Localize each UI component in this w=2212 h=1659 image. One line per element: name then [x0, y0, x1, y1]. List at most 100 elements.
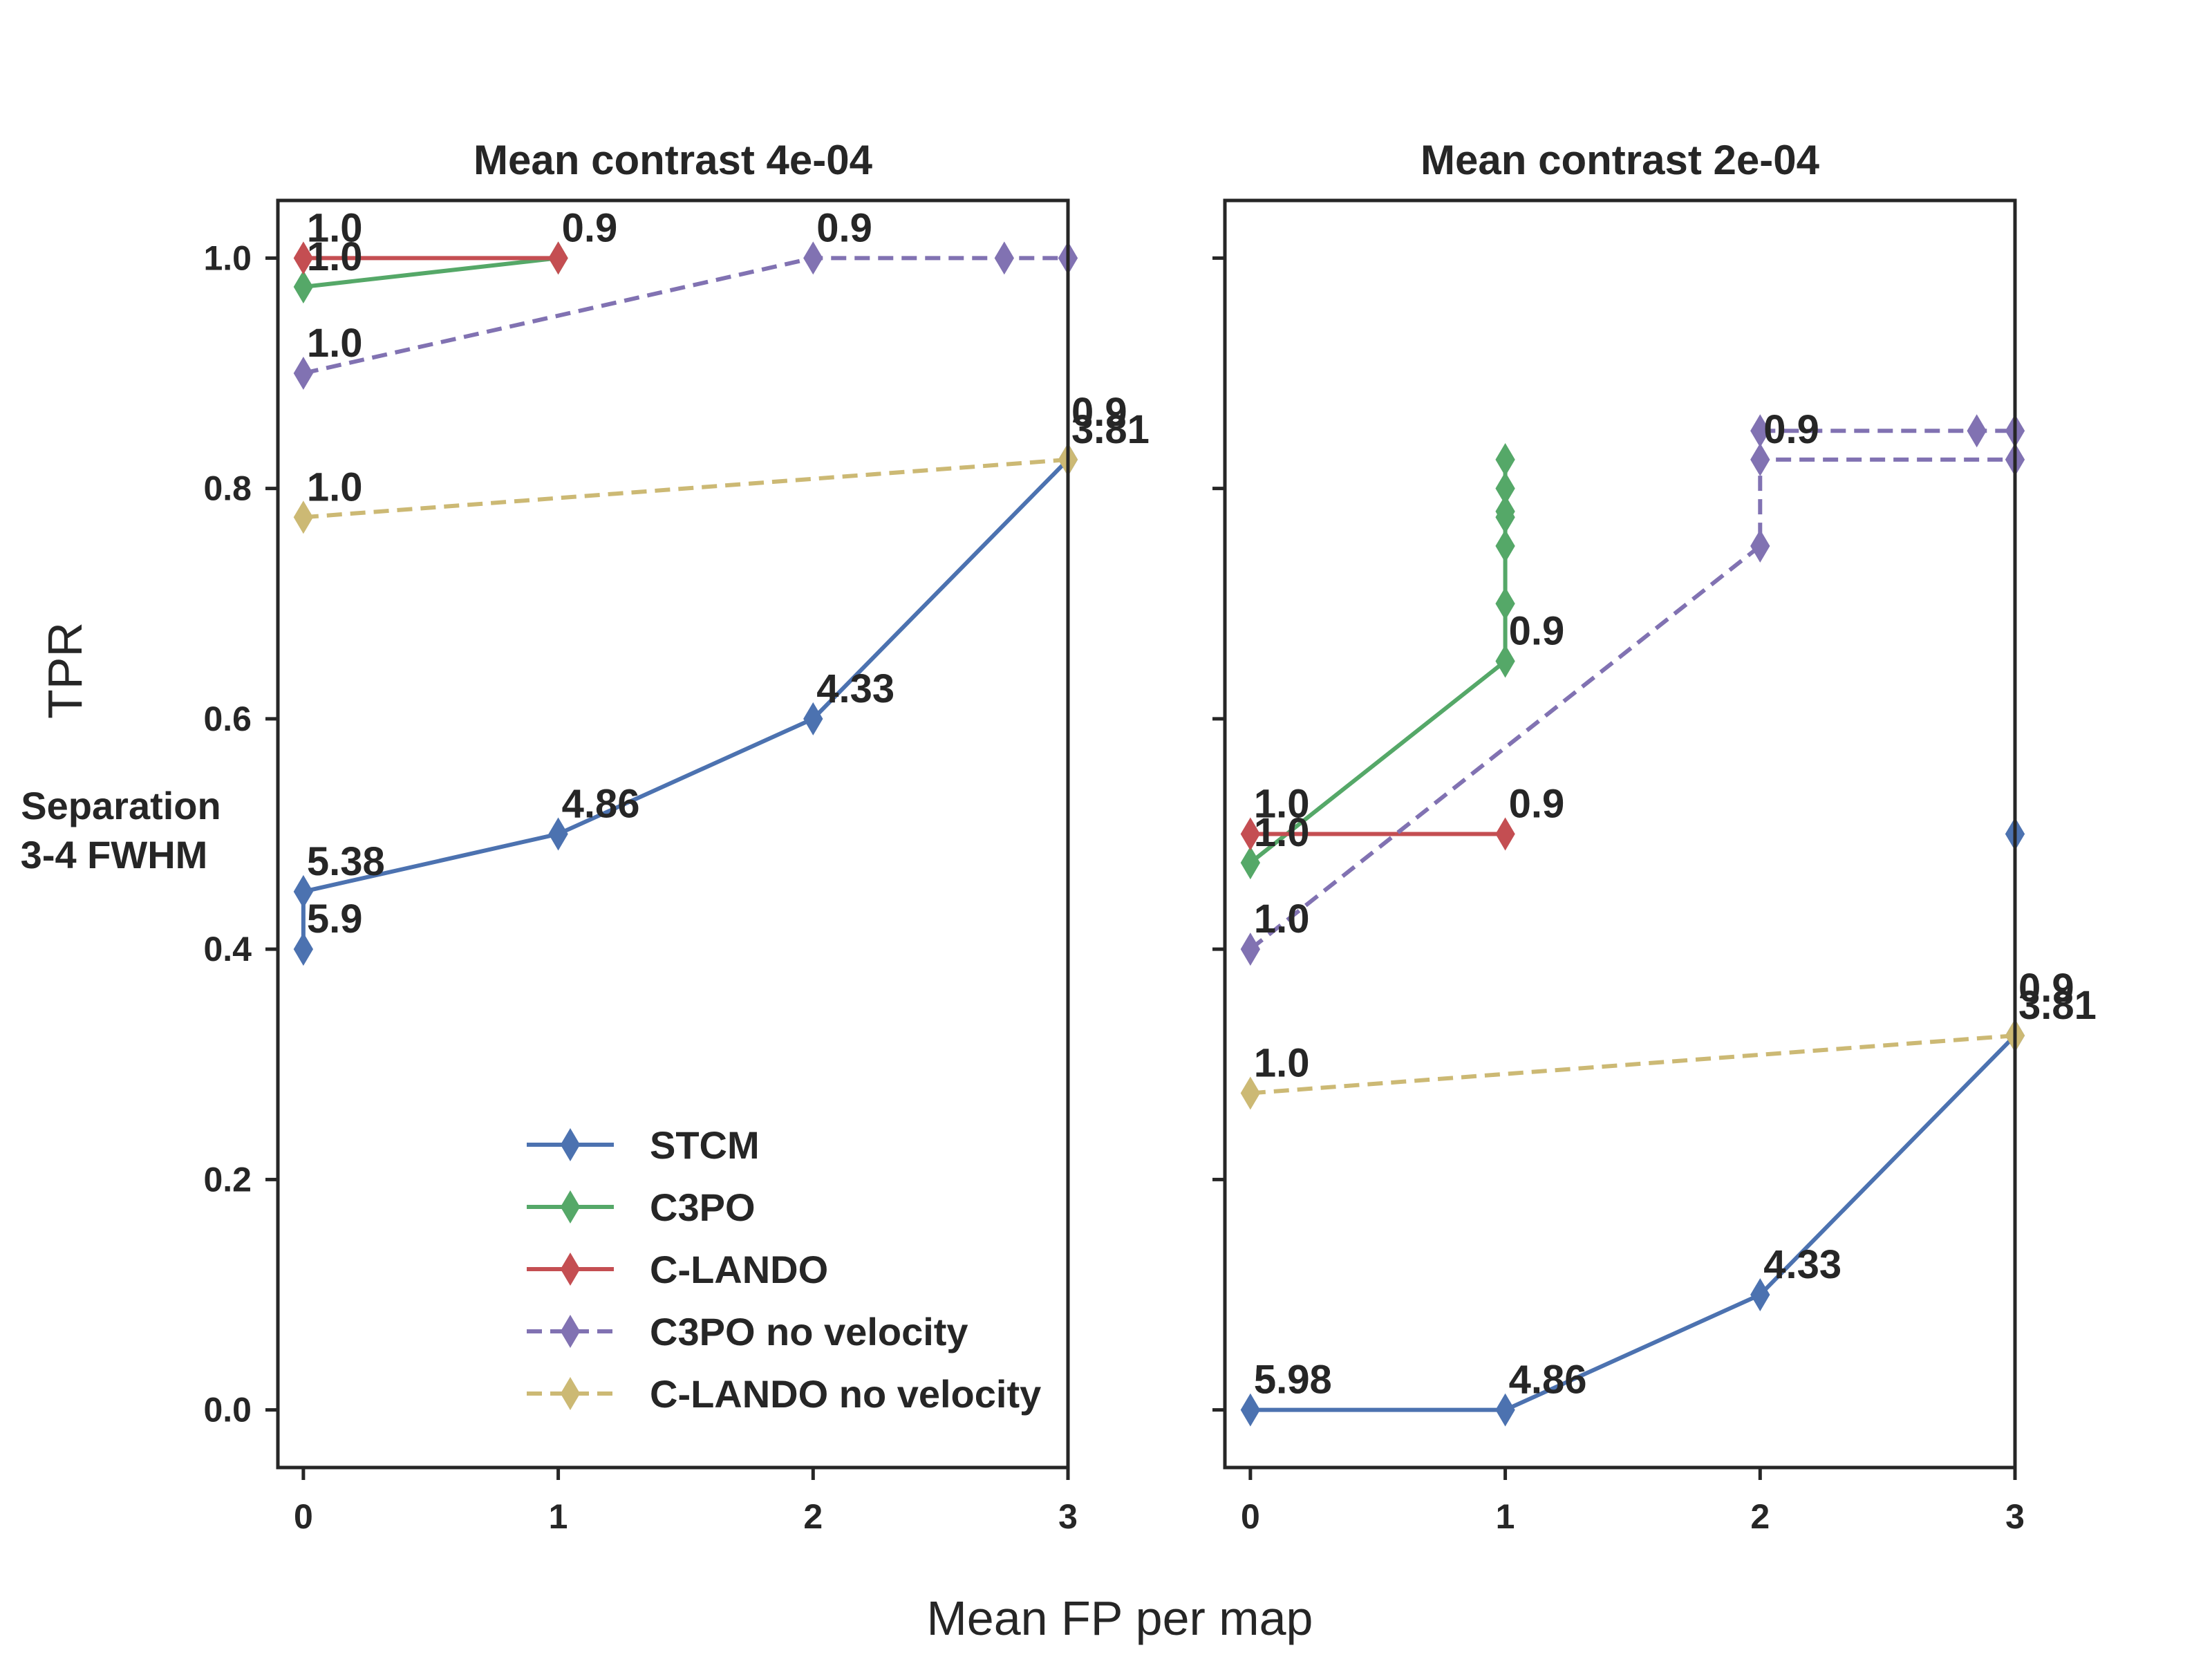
data-label: 1.0 [307, 465, 363, 509]
data-point-marker [1495, 529, 1515, 563]
legend-marker [560, 1253, 581, 1286]
series-line [303, 256, 1068, 375]
data-label: 0.9 [1509, 609, 1565, 654]
x-tick-label: 3 [1058, 1497, 1078, 1536]
data-label: 1.0 [307, 234, 363, 279]
data-label: 3.81 [2018, 983, 2097, 1028]
x-tick-label: 0 [294, 1497, 313, 1536]
legend-entry: C3PO [527, 1185, 756, 1229]
y-tick-label: 1.0 [203, 238, 252, 277]
data-point-marker [293, 270, 314, 303]
panel-1-series-1 [293, 442, 1078, 966]
data-point-marker [293, 241, 314, 275]
data-point-marker [548, 817, 568, 851]
data-point-marker [1495, 442, 1515, 476]
panel-2-series-5 [1240, 442, 2025, 966]
data-point-marker [293, 932, 314, 966]
series-line [303, 256, 559, 289]
data-label: 5.98 [1254, 1358, 1332, 1403]
data-point-marker [548, 241, 568, 275]
panel-1-series-4 [293, 241, 1078, 390]
data-label: 1.0 [307, 205, 363, 250]
legend-entry: C-LANDO no velocity [527, 1372, 1041, 1416]
data-label: 1.0 [1254, 810, 1310, 855]
data-label: 0.9 [1509, 782, 1565, 827]
x-tick-label: 1 [549, 1497, 568, 1536]
data-point-marker [293, 874, 314, 908]
data-label: 1.0 [1254, 897, 1310, 941]
data-point-marker [1240, 932, 1261, 966]
y-axis-label: TPR [38, 622, 92, 719]
data-point-marker [1240, 1076, 1261, 1110]
panel-2-series-4 [1240, 817, 1515, 851]
data-point-marker [1240, 817, 1261, 851]
row-label-line-1: Separation [21, 784, 221, 827]
data-point-marker [1495, 817, 1515, 851]
x-tick-label: 1 [1496, 1497, 1515, 1536]
legend-marker [560, 1128, 581, 1161]
data-label: 0.9 [1763, 407, 1819, 452]
y-tick-label: 0.6 [203, 700, 252, 738]
legend-label: C-LANDO no velocity [650, 1372, 1041, 1416]
data-label: 3.81 [1071, 407, 1150, 452]
data-point-marker [1967, 414, 1987, 448]
data-point-marker [1750, 414, 1770, 448]
data-point-marker [1495, 587, 1515, 621]
data-label: 4.33 [1763, 1242, 1841, 1287]
legend-entry: C3PO no velocity [527, 1310, 968, 1353]
series-line [1249, 457, 2015, 951]
data-point-marker [994, 241, 1014, 275]
panel-2: Mean contrast 2e-04 1.0 0.9 1.0 0.9 1.0 0.9 1.0… [1212, 137, 2097, 1536]
series-line [303, 457, 1069, 520]
panel-1-title: Mean contrast 4e-04 [474, 137, 873, 183]
x-axis-label: Mean FP per map [927, 1591, 1313, 1645]
legend-marker [560, 1190, 581, 1224]
data-point-marker [1495, 644, 1515, 678]
data-label: 5.38 [307, 839, 385, 884]
x-tick-label: 0 [1241, 1497, 1260, 1536]
data-label: 1.0 [1254, 1040, 1310, 1085]
data-label: 0.9 [2018, 966, 2074, 1011]
data-point-marker [803, 241, 823, 275]
legend-marker [560, 1315, 581, 1348]
x-tick-label: 2 [803, 1497, 823, 1536]
row-label-line-2: 3-4 FWHM [21, 833, 208, 877]
x-tick-label: 2 [1750, 1497, 1770, 1536]
data-point-marker [1495, 494, 1515, 528]
data-label: 0.9 [562, 205, 618, 250]
data-label: 4.86 [562, 782, 640, 827]
data-label: 1.0 [1254, 782, 1310, 827]
legend-label: C-LANDO [650, 1248, 828, 1291]
panel-1: Mean contrast 4e-041.0 0.91.01.00.91.00.9… [203, 137, 1149, 1536]
data-point-marker [1750, 529, 1770, 563]
panel-2-frame [1223, 198, 2017, 1470]
panels: Mean contrast 4e-041.0 0.91.01.00.91.00.9… [203, 137, 2096, 1536]
legend-label: C3PO [650, 1185, 756, 1229]
legend-marker [560, 1377, 581, 1410]
y-tick-label: 0.8 [203, 469, 252, 508]
data-point-marker [293, 356, 314, 390]
data-point-marker [1240, 1393, 1261, 1427]
y-tick-label: 0.0 [203, 1391, 252, 1430]
panel-1-series-3 [293, 241, 568, 275]
legend-label: STCM [650, 1123, 760, 1167]
data-point-marker [1750, 1278, 1770, 1312]
data-point-marker [293, 500, 314, 534]
data-label: 0.9 [1071, 390, 1127, 435]
y-tick-label: 0.4 [203, 930, 252, 968]
data-label: 4.33 [816, 666, 894, 711]
panel-2-series-3 [1240, 442, 1515, 880]
panel-2-title: Mean contrast 2e-04 [1421, 137, 1820, 183]
data-point-marker [1750, 442, 1770, 476]
data-label: 5.9 [307, 897, 363, 941]
data-point-marker [1495, 471, 1515, 505]
data-point-marker [1240, 846, 1261, 880]
legend: STCM C3PO C-LANDO C3PO no velocity C-LANDO n… [527, 1123, 1041, 1416]
data-point-marker [1495, 1393, 1515, 1427]
legend-entry: STCM [527, 1123, 760, 1167]
legend-entry: C-LANDO [527, 1248, 828, 1291]
y-tick-label: 0.2 [203, 1160, 252, 1199]
panel-1-frame [276, 198, 1070, 1470]
data-label: 5.9 [1254, 1358, 1310, 1403]
